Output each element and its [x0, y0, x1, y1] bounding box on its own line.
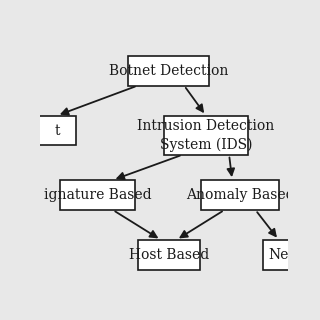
Text: Botnet Detection: Botnet Detection — [109, 64, 228, 78]
Bar — [138, 240, 200, 270]
Bar — [38, 116, 76, 146]
Bar — [164, 116, 248, 155]
Bar — [263, 240, 294, 270]
Text: ignature Based: ignature Based — [44, 188, 151, 202]
Text: t: t — [54, 124, 60, 138]
Bar — [128, 56, 209, 86]
Text: Ne: Ne — [268, 248, 289, 262]
Text: Host Based: Host Based — [129, 248, 209, 262]
Text: Anomaly Based: Anomaly Based — [186, 188, 294, 202]
Bar — [201, 180, 279, 210]
Text: Intrusion Detection
System (IDS): Intrusion Detection System (IDS) — [137, 119, 275, 152]
Bar — [60, 180, 134, 210]
